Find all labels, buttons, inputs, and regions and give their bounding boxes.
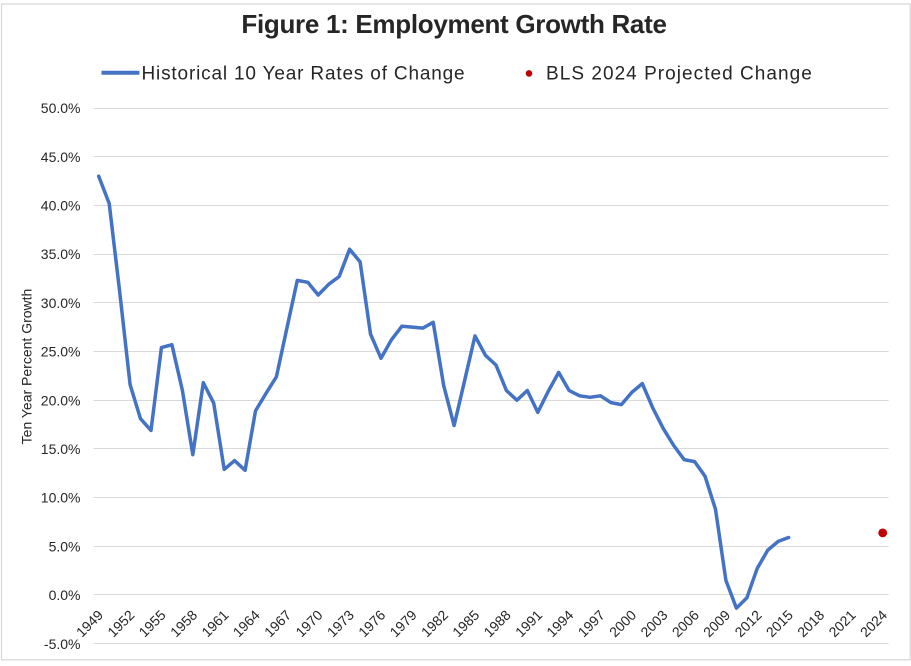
svg-text:Figure 1: Employment Growth Ra: Figure 1: Employment Growth Rate: [241, 9, 666, 39]
svg-text:35.0%: 35.0%: [41, 246, 81, 262]
svg-text:Historical 10 Year Rates of Ch: Historical 10 Year Rates of Change: [142, 63, 466, 84]
svg-text:20.0%: 20.0%: [41, 392, 81, 408]
svg-text:-5.0%: -5.0%: [44, 636, 81, 652]
svg-text:15.0%: 15.0%: [41, 441, 81, 457]
svg-text:50.0%: 50.0%: [41, 100, 81, 116]
svg-text:45.0%: 45.0%: [41, 149, 81, 165]
svg-text:30.0%: 30.0%: [41, 295, 81, 311]
svg-text:0.0%: 0.0%: [49, 587, 81, 603]
svg-text:5.0%: 5.0%: [49, 538, 81, 554]
svg-text:10.0%: 10.0%: [41, 490, 81, 506]
svg-text:Ten Year Percent Growth: Ten Year Percent Growth: [19, 289, 35, 445]
svg-text:40.0%: 40.0%: [41, 198, 81, 214]
svg-text:BLS 2024 Projected Change: BLS 2024 Projected Change: [546, 63, 813, 84]
svg-text:25.0%: 25.0%: [41, 344, 81, 360]
